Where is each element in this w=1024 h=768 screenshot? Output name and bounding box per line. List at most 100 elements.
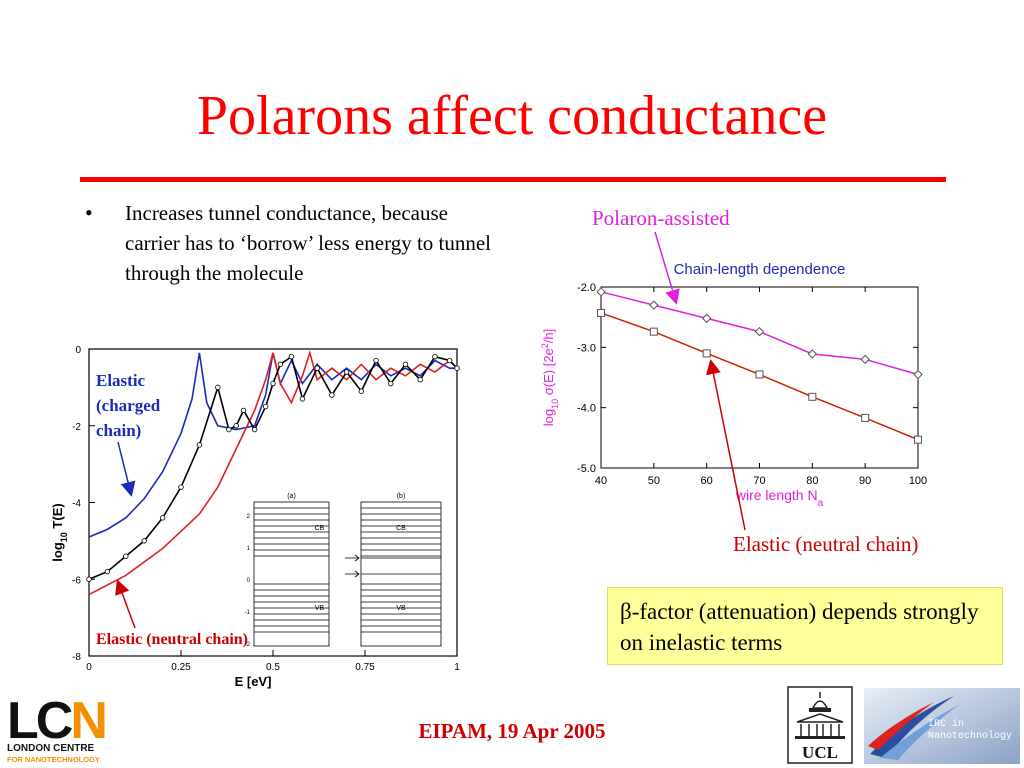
- lc-data-point: [159, 515, 166, 521]
- lc-xtick-label: 0.5: [266, 662, 280, 673]
- lc-series-line-2: [88, 355, 458, 580]
- rc-point-diamond: [913, 369, 923, 380]
- rc-point-diamond: [649, 300, 659, 310]
- lc-data-point: [432, 353, 438, 360]
- lc-data-point: [358, 388, 365, 394]
- lc-data-point: [233, 423, 239, 429]
- lc-data-point: [270, 380, 276, 387]
- lcn-logo-letters: LCN: [7, 692, 105, 750]
- rc-point-diamond: [754, 326, 765, 337]
- bullet-marker: •: [85, 200, 93, 225]
- lc-ytick-label: 0: [75, 345, 81, 356]
- lc-data-point: [178, 484, 184, 490]
- rc-ytick-label: -5.0: [577, 463, 596, 475]
- rc-xtick-label: 90: [859, 475, 871, 487]
- lc-series-line-1: [88, 350, 458, 596]
- elastic-charged-line3: chain): [96, 421, 142, 440]
- lc-data-point: [104, 568, 111, 575]
- irc-logo-line2: Nanotechnology: [928, 730, 1012, 742]
- bullet-text: Increases tunnel conductance, because ca…: [125, 201, 492, 285]
- rc-title: Chain-length dependence: [674, 261, 846, 278]
- lc-xtick-label: 0.75: [355, 662, 375, 673]
- elastic-neutral-label-left: Elastic (neutral chain): [96, 631, 248, 648]
- ucl-logo-text: UCL: [802, 743, 838, 762]
- lc-data-point: [402, 361, 409, 368]
- lc-data-point: [141, 538, 147, 544]
- lc-data-point: [373, 357, 379, 364]
- slide-title: Polarons affect conductance: [196, 85, 828, 147]
- rc-ytick-label: -2.0: [577, 282, 596, 294]
- lc-data-point: [226, 426, 232, 433]
- rc-point-diamond: [860, 354, 870, 365]
- rc-point-diamond: [701, 313, 712, 324]
- transmission-chart: 0 0.25 0.5 0.75 1 0 -2 -4 -6 -8 E [eV] log10 T(E) (…: [50, 345, 460, 689]
- charged-arrow: [117, 441, 136, 497]
- inset-band-label-vb: VB: [315, 605, 325, 612]
- lc-xlabel: E [eV]: [235, 674, 272, 689]
- lc-data-point: [329, 392, 335, 398]
- lc-data-point: [123, 553, 129, 559]
- lc-data-point: [288, 353, 295, 360]
- lc-ytick-label: -8: [72, 652, 81, 663]
- inset-ytick-label: 0: [247, 578, 251, 584]
- lc-data-point: [343, 369, 350, 375]
- polaron-arrow: [654, 231, 680, 305]
- lc-data-point: [417, 377, 423, 383]
- elastic-charged-label: Elastic (charged chain): [96, 368, 160, 443]
- rc-xtick-label: 50: [648, 475, 660, 487]
- lc-data-point: [446, 357, 453, 364]
- chain-length-chart: Chain-length dependence 40 50 60 70 80 90 100 -2…: [540, 261, 927, 509]
- rc-point-square: [755, 370, 764, 379]
- lc-ytick-label: -2: [72, 422, 81, 433]
- inset-ytick-label: -2: [245, 642, 251, 648]
- lc-data-point: [314, 365, 320, 371]
- rc-point-diamond: [596, 287, 606, 297]
- lc-data-point: [388, 380, 394, 387]
- lc-xtick-label: 1: [454, 662, 460, 673]
- inset-arrow: [345, 554, 360, 562]
- rc-ytick-label: -3.0: [577, 342, 596, 354]
- elastic-charged-line2: (charged: [96, 396, 161, 415]
- inset-arrow: [345, 570, 360, 578]
- rc-point-square: [702, 349, 711, 358]
- rc-point-square: [861, 413, 870, 422]
- inset-panel-label-b: (b): [397, 493, 406, 500]
- lc-data-point: [454, 365, 460, 371]
- lc-data-point: [196, 442, 203, 448]
- footer-text: EIPAM, 19 Apr 2005: [418, 719, 606, 743]
- lc-xtick-label: 0: [86, 662, 92, 673]
- irc-logo-line1: IRC in: [928, 718, 964, 730]
- lc-data-point: [240, 407, 247, 414]
- neutral-left-arrow: [115, 579, 136, 629]
- lc-data-point: [215, 384, 221, 391]
- title-underline: [80, 177, 946, 182]
- rc-xtick-label: 40: [595, 475, 607, 487]
- lc-data-point: [86, 576, 92, 582]
- lc-data-point: [251, 426, 258, 433]
- irc-logo: IRC in Nanotechnology: [864, 688, 1020, 764]
- rc-xtick-label: 100: [909, 475, 927, 487]
- elastic-charged-line1: Elastic: [96, 371, 146, 390]
- rc-point-square: [914, 435, 922, 444]
- inset-band-label-vb: VB: [396, 605, 406, 612]
- rc-xtick-label: 80: [806, 475, 818, 487]
- rc-point-square: [649, 327, 658, 336]
- inset-panel-frame: [253, 501, 330, 647]
- inset-background: [234, 488, 446, 648]
- lc-data-point: [277, 361, 284, 368]
- lcn-logo-line1: LONDON CENTRE: [7, 743, 95, 754]
- lc-data-point: [262, 403, 269, 410]
- inset-band-label-cb: CB: [396, 525, 406, 532]
- lc-xtick-label: 0.25: [171, 662, 191, 673]
- lc-ylabel: log10 T(E): [50, 503, 69, 561]
- rc-xtick-label: 60: [701, 475, 713, 487]
- inset-ytick-label: -1: [245, 610, 251, 616]
- inset-ytick-label: 1: [247, 546, 251, 552]
- elastic-neutral-label-right: Elastic (neutral chain): [733, 532, 919, 556]
- ucl-logo: UCL: [787, 686, 853, 764]
- inset-band-label-cb: CB: [315, 525, 325, 532]
- lc-ytick-label: -6: [72, 575, 81, 586]
- lcn-logo-line2: FOR NANOTECHNOLOGY: [7, 755, 100, 764]
- polaron-assisted-label: Polaron-assisted: [592, 206, 730, 230]
